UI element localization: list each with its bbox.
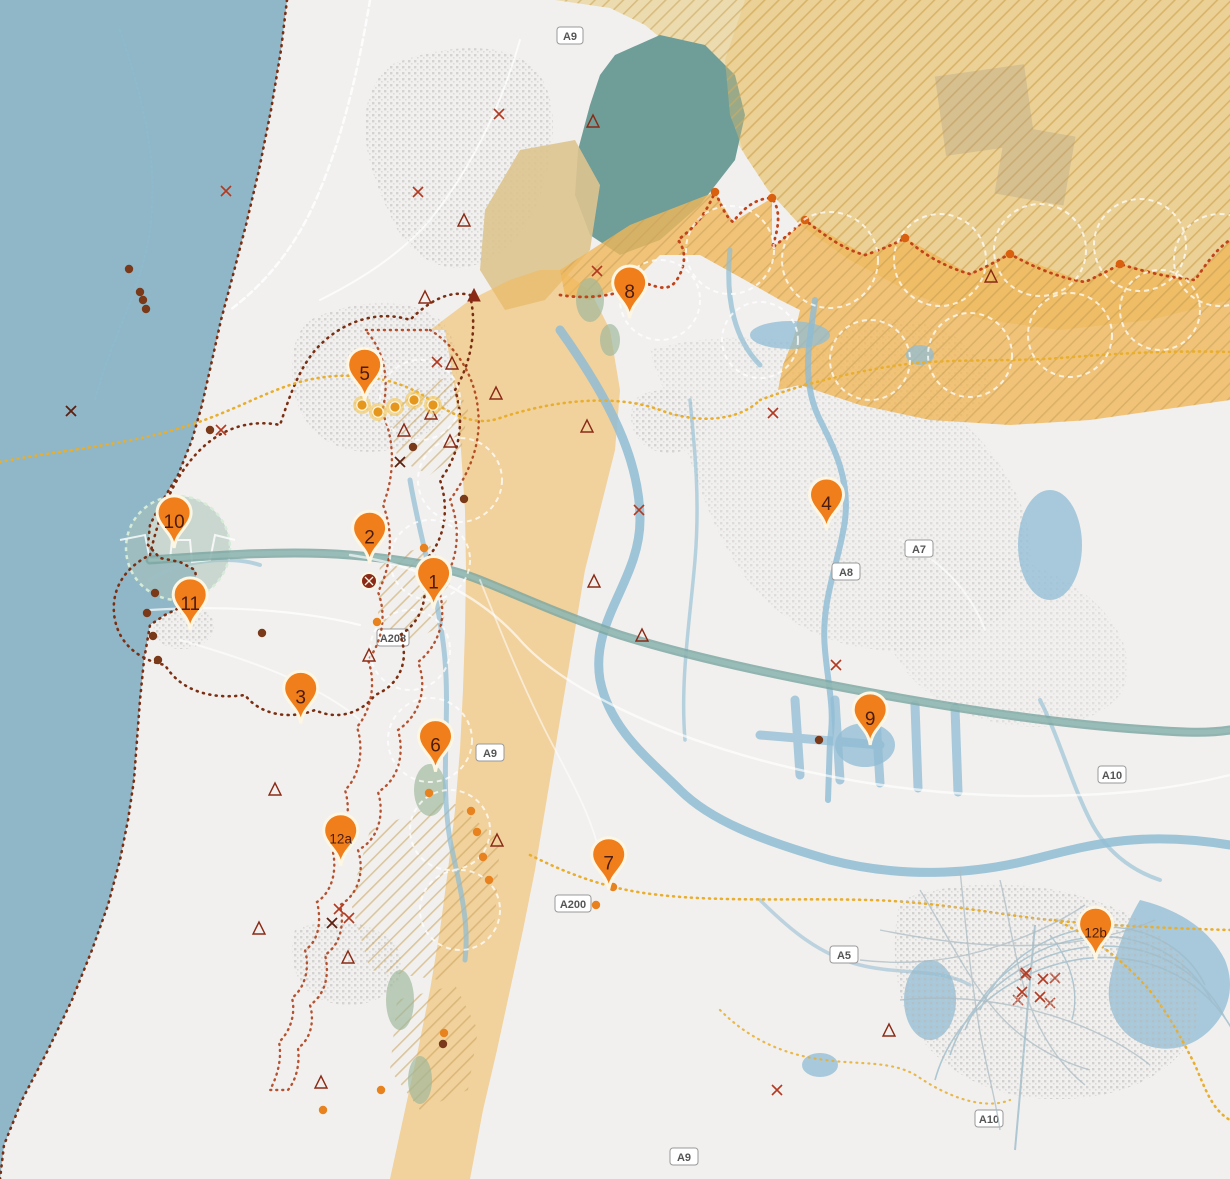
svg-text:7: 7 xyxy=(603,854,614,875)
svg-text:2: 2 xyxy=(364,527,375,548)
svg-text:8: 8 xyxy=(624,282,635,303)
svg-text:4: 4 xyxy=(821,494,832,515)
svg-text:A9: A9 xyxy=(563,31,577,43)
svg-text:12a: 12a xyxy=(329,832,352,847)
svg-text:12b: 12b xyxy=(1084,925,1107,940)
svg-text:A10: A10 xyxy=(979,1114,999,1126)
svg-text:A8: A8 xyxy=(839,567,853,579)
svg-text:A9: A9 xyxy=(483,748,497,760)
svg-text:6: 6 xyxy=(430,736,441,757)
svg-text:1: 1 xyxy=(428,573,439,594)
svg-text:5: 5 xyxy=(359,364,370,385)
svg-text:A7: A7 xyxy=(912,544,926,556)
svg-text:A9: A9 xyxy=(677,1152,691,1164)
svg-text:A200: A200 xyxy=(560,899,586,911)
svg-text:11: 11 xyxy=(180,594,200,615)
svg-text:9: 9 xyxy=(865,709,876,730)
svg-text:A10: A10 xyxy=(1102,770,1122,782)
svg-text:A5: A5 xyxy=(837,950,851,962)
svg-text:3: 3 xyxy=(295,687,306,708)
svg-text:10: 10 xyxy=(164,512,185,533)
